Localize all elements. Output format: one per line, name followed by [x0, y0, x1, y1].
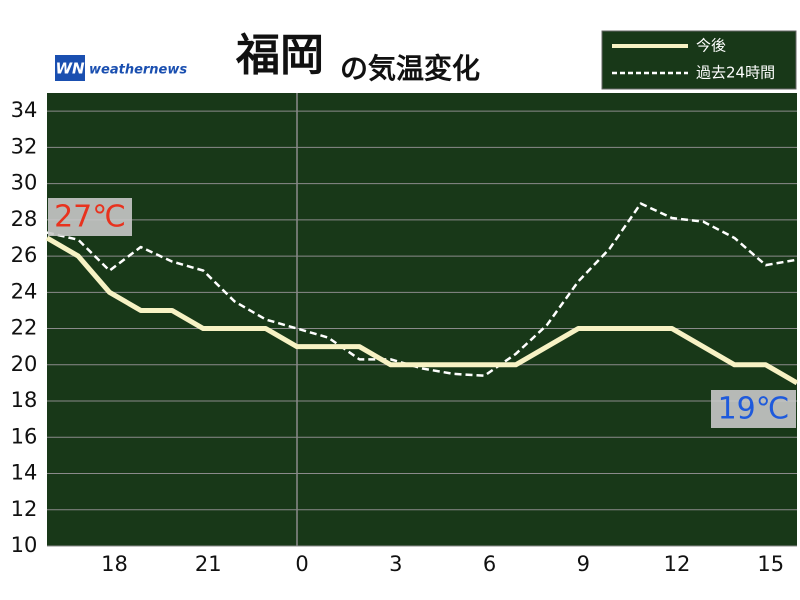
x-tick-label: 18 [101, 552, 128, 576]
x-tick-label: 12 [664, 552, 691, 576]
chart-title: 福岡 [235, 30, 324, 81]
legend-label: 今後 [696, 37, 726, 55]
plot-area [47, 93, 797, 546]
y-tick-label: 32 [11, 134, 38, 158]
line-series [45, 235, 799, 386]
x-tick-label: 3 [389, 552, 402, 576]
y-tick-label: 16 [11, 424, 38, 448]
y-tick-label: 30 [11, 171, 38, 195]
annotation-box [48, 198, 132, 236]
chart-title-suffix: の気温変化 [340, 52, 480, 85]
logo-mark: WN [55, 60, 85, 78]
x-tick-label: 0 [295, 552, 308, 576]
logo: WN weathernews [55, 55, 187, 81]
x-tick-label: 6 [483, 552, 496, 576]
y-tick-label: 26 [11, 243, 38, 267]
annotation: 19℃ [718, 392, 790, 427]
y-tick-label: 12 [11, 497, 38, 521]
logo-icon [55, 55, 85, 81]
y-tick-label: 20 [11, 352, 38, 376]
x-tick-label: 15 [757, 552, 784, 576]
annotation: 27℃ [54, 200, 126, 235]
legend-label: 過去24時間 [696, 64, 775, 82]
y-tick-label: 24 [11, 279, 38, 303]
y-tick-label: 14 [11, 461, 38, 485]
y-tick-label: 10 [11, 533, 38, 557]
line-series [46, 202, 798, 377]
y-tick-label: 34 [11, 98, 38, 122]
y-tick-label: 18 [11, 388, 38, 412]
x-tick-label: 9 [577, 552, 590, 576]
legend-box [601, 30, 797, 90]
y-tick-label: 22 [11, 316, 38, 340]
x-tick-label: 21 [195, 552, 222, 576]
annotation-box [711, 390, 796, 428]
y-tick-label: 28 [11, 207, 38, 231]
logo-name: weathernews [89, 63, 187, 78]
